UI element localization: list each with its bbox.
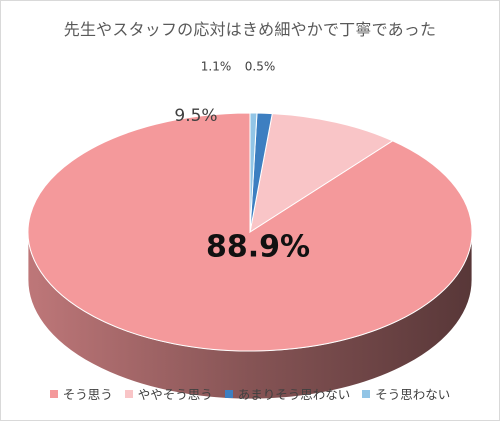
legend-label-3: あまりそう思わない bbox=[237, 387, 351, 402]
data-label-1: 88.9% bbox=[206, 230, 310, 265]
pie-slice-4 bbox=[249, 112, 258, 233]
data-label-2: 9.5% bbox=[174, 106, 217, 126]
legend-swatch-2 bbox=[124, 389, 133, 398]
legend-item-1: そう思う bbox=[49, 384, 113, 403]
chart-title: 先生やスタッフの応対はきめ細やかで丁寧であった bbox=[63, 20, 437, 39]
data-label-4: 0.5% bbox=[245, 60, 276, 74]
pie-slice-2 bbox=[249, 113, 394, 234]
legend-label-1: そう思う bbox=[62, 387, 113, 402]
legend-item-3: あまりそう思わない bbox=[224, 384, 351, 403]
legend-swatch-1 bbox=[49, 389, 58, 398]
legend-item-4: そう思わない bbox=[362, 384, 450, 403]
legend-label-4: そう思わない bbox=[375, 387, 451, 402]
legend-swatch-4 bbox=[362, 389, 371, 398]
chart-legend: そう思う ややそう思う あまりそう思わない そう思わない bbox=[0, 384, 500, 403]
legend-label-2: ややそう思う bbox=[137, 387, 213, 402]
data-label-3: 1.1% bbox=[201, 60, 232, 74]
legend-swatch-3 bbox=[224, 389, 233, 398]
legend-item-2: ややそう思う bbox=[124, 384, 213, 403]
